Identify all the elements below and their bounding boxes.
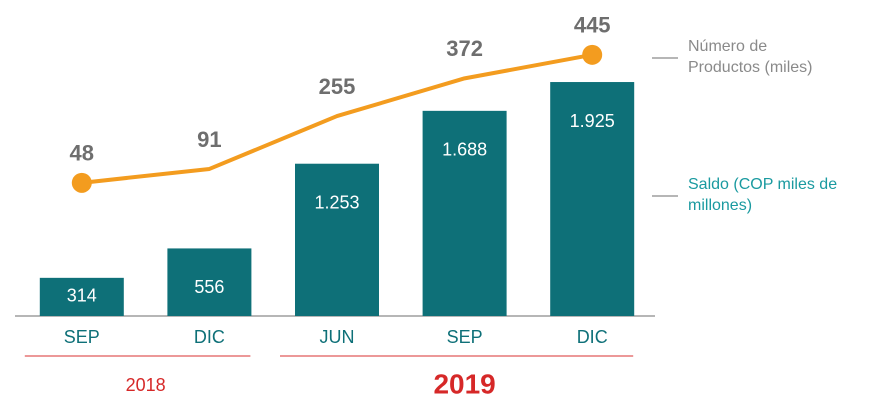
line-marker xyxy=(582,44,603,65)
legend-entry: Saldo (COP miles de millones) xyxy=(688,176,838,214)
bar xyxy=(295,163,379,316)
line-value-label: 372 xyxy=(446,36,483,61)
line-value-label: 48 xyxy=(70,141,94,166)
line-marker xyxy=(71,172,92,193)
x-tick-label: DIC xyxy=(194,327,225,347)
bar-value-label: 1.688 xyxy=(442,140,487,160)
bar-value-label: 1.253 xyxy=(314,192,359,212)
line-value-label: 91 xyxy=(197,127,221,152)
bar-value-label: 314 xyxy=(67,286,97,306)
bar xyxy=(422,110,507,316)
line-value-label: 255 xyxy=(319,74,356,99)
bar xyxy=(167,248,252,316)
bar xyxy=(39,277,124,316)
line xyxy=(81,52,593,185)
line-value-label: 445 xyxy=(574,13,611,38)
x-tick-label: SEP xyxy=(447,327,483,347)
x-tick-label: SEP xyxy=(64,327,100,347)
x-tick-label: JUN xyxy=(320,327,355,347)
x-tick-label: DIC xyxy=(577,327,608,347)
group-label: 2019 xyxy=(433,368,495,399)
bar-value-label: 556 xyxy=(194,277,224,297)
group-label: 2018 xyxy=(126,375,166,395)
bar-value-label: 1.925 xyxy=(570,111,615,131)
legend-entry: Número de Productos (miles) xyxy=(688,38,813,76)
bar xyxy=(550,82,635,317)
